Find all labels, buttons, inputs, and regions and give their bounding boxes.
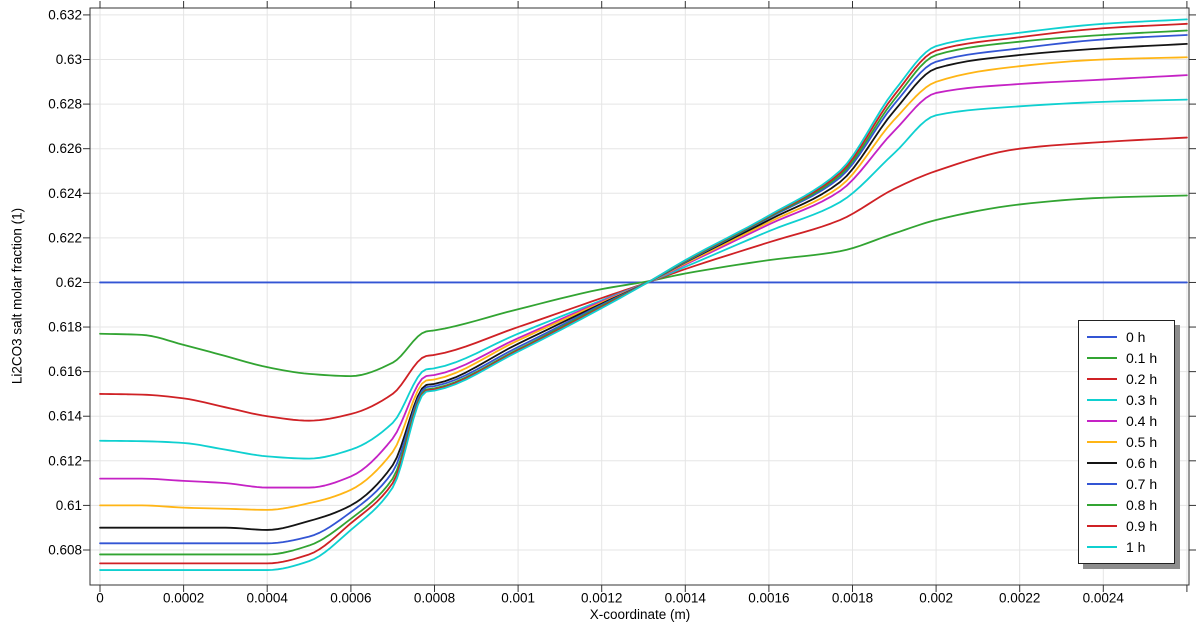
y-tick-label: 0.61 bbox=[56, 498, 82, 513]
x-tick-label: 0.0018 bbox=[832, 591, 873, 606]
legend-label: 0.9 h bbox=[1126, 518, 1158, 535]
y-tick-label: 0.622 bbox=[48, 230, 82, 245]
x-tick-label: 0.0014 bbox=[665, 591, 707, 606]
y-tick-label: 0.608 bbox=[48, 542, 82, 557]
legend-label: 0.3 h bbox=[1126, 391, 1158, 408]
legend-label: 0.2 h bbox=[1126, 370, 1158, 387]
legend-item: 0.3 h bbox=[1079, 390, 1174, 410]
legend-swatch bbox=[1087, 525, 1117, 528]
legend-label: 0.7 h bbox=[1126, 476, 1158, 493]
y-tick-label: 0.614 bbox=[48, 409, 82, 424]
y-tick-label: 0.628 bbox=[48, 97, 82, 112]
y-tick-label: 0.616 bbox=[48, 364, 82, 379]
x-tick-label: 0.0006 bbox=[330, 591, 371, 606]
legend-label: 0.8 h bbox=[1126, 497, 1158, 514]
series-line-0.6h bbox=[99, 43, 1188, 531]
y-axis-label: Li2CO3 salt molar fraction (1) bbox=[9, 207, 25, 385]
legend-item: 0.9 h bbox=[1079, 516, 1174, 536]
legend-swatch bbox=[1087, 483, 1117, 486]
legend-swatch bbox=[1087, 546, 1117, 549]
legend-item: 0.5 h bbox=[1079, 432, 1174, 452]
y-tick-label: 0.63 bbox=[56, 52, 82, 67]
x-tick-label: 0.0008 bbox=[414, 591, 455, 606]
x-tick-label: 0.002 bbox=[919, 591, 953, 606]
legend-swatch bbox=[1087, 377, 1117, 380]
x-axis-label: X-coordinate (m) bbox=[589, 607, 691, 622]
x-tick-label: 0.0022 bbox=[999, 591, 1040, 606]
series-line-0.3h bbox=[99, 98, 1188, 460]
series-line-1h bbox=[99, 18, 1188, 571]
legend-item: 0.2 h bbox=[1079, 369, 1174, 389]
x-tick-label: 0.0004 bbox=[247, 591, 289, 606]
y-tick-label: 0.618 bbox=[48, 320, 82, 335]
series-line-0.7h bbox=[99, 34, 1188, 545]
series-line-0.9h bbox=[99, 22, 1188, 565]
legend-label: 0.5 h bbox=[1126, 433, 1158, 450]
x-tick-label: 0.0002 bbox=[163, 591, 204, 606]
legend-label: 0.6 h bbox=[1126, 455, 1158, 471]
legend-label: 0 h bbox=[1126, 328, 1146, 345]
x-tick-label: 0.0012 bbox=[581, 591, 622, 606]
legend-swatch bbox=[1087, 462, 1117, 464]
legend-label: 0.4 h bbox=[1126, 412, 1158, 429]
legend-label: 1 h bbox=[1126, 539, 1146, 556]
series-line-0.4h bbox=[99, 74, 1188, 489]
x-tick-label: 0.0016 bbox=[748, 591, 789, 606]
series-line-0.5h bbox=[99, 56, 1188, 511]
legend-item: 0.1 h bbox=[1079, 348, 1174, 368]
legend-swatch bbox=[1087, 440, 1117, 443]
series-line-0.2h bbox=[99, 136, 1188, 422]
y-tick-label: 0.624 bbox=[48, 186, 82, 201]
legend-item: 0.8 h bbox=[1079, 495, 1174, 515]
legend-item: 0.6 h bbox=[1079, 453, 1174, 473]
legend-swatch bbox=[1087, 504, 1117, 507]
y-tick-label: 0.612 bbox=[48, 453, 82, 468]
legend-item: 0.4 h bbox=[1079, 411, 1174, 431]
legend-item: 1 h bbox=[1079, 537, 1174, 557]
legend-label: 0.1 h bbox=[1126, 349, 1158, 366]
legend-item: 0 h bbox=[1079, 327, 1174, 347]
y-tick-label: 0.626 bbox=[48, 141, 82, 156]
x-tick-label: 0 bbox=[96, 591, 104, 606]
legend-swatch bbox=[1087, 356, 1117, 359]
x-tick-label: 0.001 bbox=[501, 591, 535, 606]
legend: 0 h 0.1 h 0.2 h 0.3 h 0.4 h 0.5 h 0.6 h 0.7 h 0.… bbox=[1078, 320, 1175, 564]
legend-swatch bbox=[1087, 398, 1117, 401]
legend-swatch bbox=[1087, 419, 1117, 422]
x-tick-label: 0.0024 bbox=[1083, 591, 1125, 606]
y-tick-label: 0.62 bbox=[56, 275, 82, 290]
plot-border bbox=[89, 7, 1190, 586]
series-line-0.8h bbox=[99, 29, 1188, 556]
legend-swatch bbox=[1087, 335, 1117, 338]
series-line-0.1h bbox=[99, 194, 1188, 377]
y-tick-label: 0.632 bbox=[48, 7, 82, 22]
legend-item: 0.7 h bbox=[1079, 474, 1174, 494]
